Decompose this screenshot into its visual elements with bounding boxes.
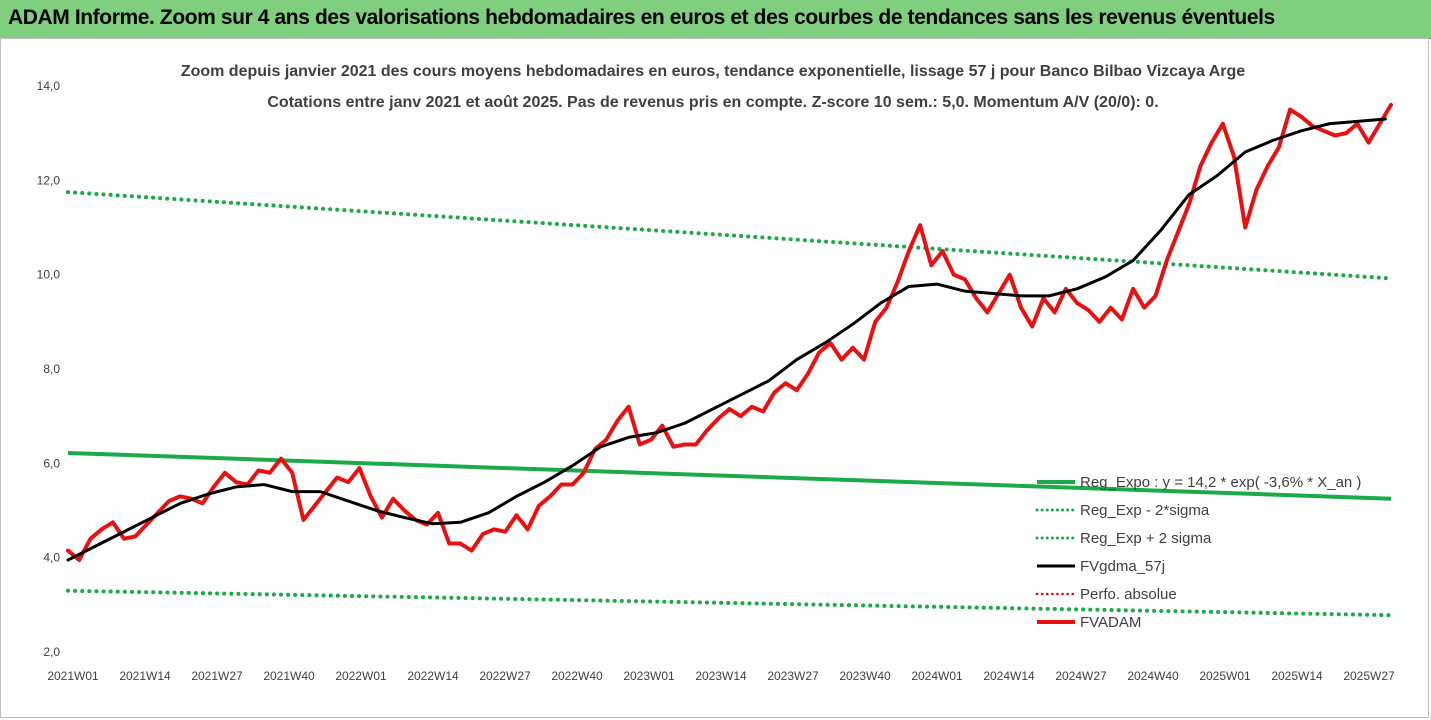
header-bar: ADAM Informe. Zoom sur 4 ans des valoris… <box>0 0 1431 39</box>
chart-area <box>0 38 1429 718</box>
legend-label: Reg_Exp - 2*sigma <box>1080 502 1210 519</box>
x-tick-label: 2025W14 <box>1271 669 1323 683</box>
x-tick-label: 2023W40 <box>839 669 891 683</box>
y-tick-label: 4,0 <box>43 551 60 565</box>
series-line-reg-exp-minus-2sigma <box>66 588 1393 618</box>
x-tick-label: 2024W14 <box>983 669 1035 683</box>
y-tick-label: 2,0 <box>43 645 60 659</box>
y-axis: 2,0 4,0 6,0 8,0 10,0 12,0 14,0 <box>37 79 61 659</box>
x-axis: 2021W01 2021W14 2021W27 2021W40 2022W01 2022W… <box>47 669 1395 683</box>
x-tick-label: 2023W27 <box>767 669 819 683</box>
legend-label: Reg_Expo : y = 14,2 * exp( -3,6% * X_an … <box>1080 474 1361 491</box>
chart-title-line1: Zoom depuis janvier 2021 des cours moyen… <box>181 63 1245 80</box>
series-line-fvgdma-57j <box>66 117 1387 562</box>
legend-label: Perfo. absolue <box>1080 586 1177 603</box>
x-tick-label: 2021W27 <box>191 669 243 683</box>
y-tick-label: 6,0 <box>43 456 60 470</box>
x-tick-label: 2022W01 <box>335 669 387 683</box>
y-tick-label: 12,0 <box>37 173 61 187</box>
x-tick-label: 2024W40 <box>1127 669 1179 683</box>
legend-label: FVgdma_57j <box>1080 558 1165 575</box>
x-tick-label: 2022W27 <box>479 669 531 683</box>
legend: Reg_Expo : y = 14,2 * exp( -3,6% * X_an … <box>1035 474 1361 631</box>
x-tick-label: 2024W27 <box>1055 669 1107 683</box>
series-line-reg-exp-plus-2sigma <box>66 190 1393 281</box>
y-tick-label: 14,0 <box>37 79 61 93</box>
plot-area <box>66 102 1393 618</box>
series-line-reg-expo <box>67 450 1392 501</box>
x-tick-label: 2025W27 <box>1343 669 1395 683</box>
x-tick-label: 2021W40 <box>263 669 315 683</box>
x-tick-label: 2021W01 <box>47 669 99 683</box>
x-tick-label: 2025W01 <box>1199 669 1251 683</box>
x-tick-label: 2022W14 <box>407 669 459 683</box>
x-tick-label: 2022W40 <box>551 669 603 683</box>
legend-label: FVADAM <box>1080 614 1141 631</box>
y-tick-label: 10,0 <box>37 268 61 282</box>
chart-title-line2: Cotations entre janv 2021 et août 2025. … <box>267 94 1158 111</box>
y-tick-label: 8,0 <box>43 362 60 376</box>
header-title: ADAM Informe. Zoom sur 4 ans des valoris… <box>8 6 1275 29</box>
x-tick-label: 2023W14 <box>695 669 747 683</box>
x-tick-label: 2023W01 <box>623 669 675 683</box>
legend-label: Reg_Exp + 2 sigma <box>1080 530 1212 547</box>
x-tick-label: 2021W14 <box>119 669 171 683</box>
series-line-fvadam <box>66 102 1393 563</box>
x-tick-label: 2024W01 <box>911 669 963 683</box>
